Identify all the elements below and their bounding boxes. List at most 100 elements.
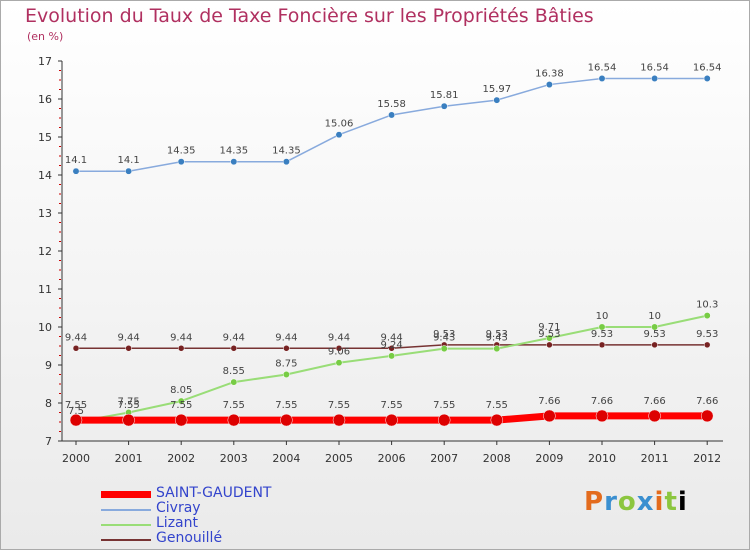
data-label-saint-gaudent: 7.66 [538,396,560,407]
data-label-lizant: 8.75 [275,359,297,370]
y-tick-label: 8 [45,397,52,410]
data-point-lizant [598,323,606,331]
data-point-saint-gaudent [122,413,135,427]
y-axis-unit: (en %) [27,30,64,43]
data-point-genouille [651,341,658,349]
legend-label-genouille: Genouillé [156,530,223,546]
legend-swatch-saint-gaudent [101,491,151,498]
y-tick-label: 11 [38,283,52,296]
y-tick-label: 9 [45,359,52,372]
data-point-genouille [125,345,132,352]
data-label-genouille: 9.44 [275,332,297,343]
data-label-civray: 15.97 [482,84,511,95]
data-label-lizant: 9.24 [380,340,402,351]
y-tick-label: 16 [38,93,52,106]
data-point-civray [282,158,290,166]
data-label-civray: 16.38 [535,69,564,80]
data-label-saint-gaudent: 7.55 [65,400,87,411]
data-point-saint-gaudent [385,413,398,427]
data-point-saint-gaudent [437,413,451,427]
data-label-saint-gaudent: 7.66 [696,396,718,407]
data-point-civray [125,167,133,175]
data-point-saint-gaudent [69,413,83,427]
legend-label-lizant: Lizant [156,515,198,531]
data-label-genouille: 9.53 [643,329,665,340]
x-tick-label: 2007 [430,452,458,465]
data-label-genouille: 9.44 [65,332,87,343]
legend-label-saint-gaudent: SAINT-GAUDENT [156,485,272,501]
data-point-genouille [283,345,290,352]
legend-swatch-genouille [101,539,151,541]
data-label-lizant: 8.05 [170,385,192,396]
data-point-saint-gaudent [543,409,556,423]
data-label-civray: 16.54 [588,62,617,73]
y-tick-label: 13 [38,207,52,220]
data-point-saint-gaudent [227,413,241,427]
data-label-civray: 14.35 [167,146,196,157]
data-point-lizant [493,345,501,353]
data-label-saint-gaudent: 7.55 [380,400,402,411]
data-point-lizant [440,345,448,353]
data-label-saint-gaudent: 7.55 [223,400,245,411]
x-tick-label: 2000 [62,452,90,465]
x-tick-label: 2004 [272,452,300,465]
data-label-lizant: 9.43 [433,333,455,344]
x-tick-label: 2006 [378,452,406,465]
data-point-civray [440,102,448,110]
data-point-saint-gaudent [280,413,293,427]
y-tick-label: 15 [38,131,52,144]
data-point-civray [545,81,553,89]
series-line-civray [76,77,708,172]
data-label-lizant: 9.71 [538,322,560,333]
data-point-genouille [703,341,711,349]
data-point-lizant [230,378,238,386]
data-label-civray: 16.54 [693,62,722,73]
x-tick-label: 2011 [641,452,669,465]
y-tick-label: 17 [38,55,52,68]
data-point-civray [230,158,238,166]
x-tick-label: 2003 [220,452,248,465]
x-tick-label: 2002 [167,452,195,465]
data-label-genouille: 9.53 [433,329,455,340]
data-point-saint-gaudent [174,413,188,427]
y-tick-label: 10 [38,321,52,334]
data-label-civray: 14.1 [117,155,139,166]
data-label-saint-gaudent: 7.55 [486,400,508,411]
data-label-genouille: 9.44 [380,332,402,343]
data-point-civray [493,96,501,104]
data-point-lizant [703,312,711,320]
data-point-civray [335,131,343,139]
data-label-lizant: 10 [596,311,609,322]
data-label-genouille: 9.44 [117,332,139,343]
data-point-lizant [282,371,290,378]
y-tick-label: 12 [38,245,52,258]
data-label-genouille: 9.53 [538,329,560,340]
data-label-saint-gaudent: 7.55 [117,400,139,411]
data-point-genouille [388,345,395,352]
data-point-lizant [335,359,343,367]
proxiti-logo: Proxiti [584,487,688,517]
data-label-saint-gaudent: 7.55 [275,400,297,411]
data-point-lizant [545,334,553,342]
data-label-lizant: 7.5 [68,406,84,417]
data-point-genouille [177,345,185,352]
y-tick-label: 14 [38,169,52,182]
data-point-genouille [72,345,80,352]
data-label-genouille: 9.53 [486,329,508,340]
data-point-genouille [230,345,238,352]
data-label-saint-gaudent: 7.55 [433,400,455,411]
data-label-lizant: 8.55 [223,366,245,377]
data-label-lizant: 9.43 [486,333,508,344]
data-label-saint-gaudent: 7.55 [170,400,192,411]
data-label-saint-gaudent: 7.66 [643,396,665,407]
data-label-genouille: 9.53 [591,329,613,340]
legend-swatch-lizant [101,524,151,526]
data-point-lizant [177,397,185,405]
data-label-civray: 16.54 [640,62,669,73]
data-point-genouille [546,341,553,349]
data-label-saint-gaudent: 7.55 [328,400,350,411]
data-point-saint-gaudent [595,409,609,423]
x-tick-label: 2009 [535,452,563,465]
